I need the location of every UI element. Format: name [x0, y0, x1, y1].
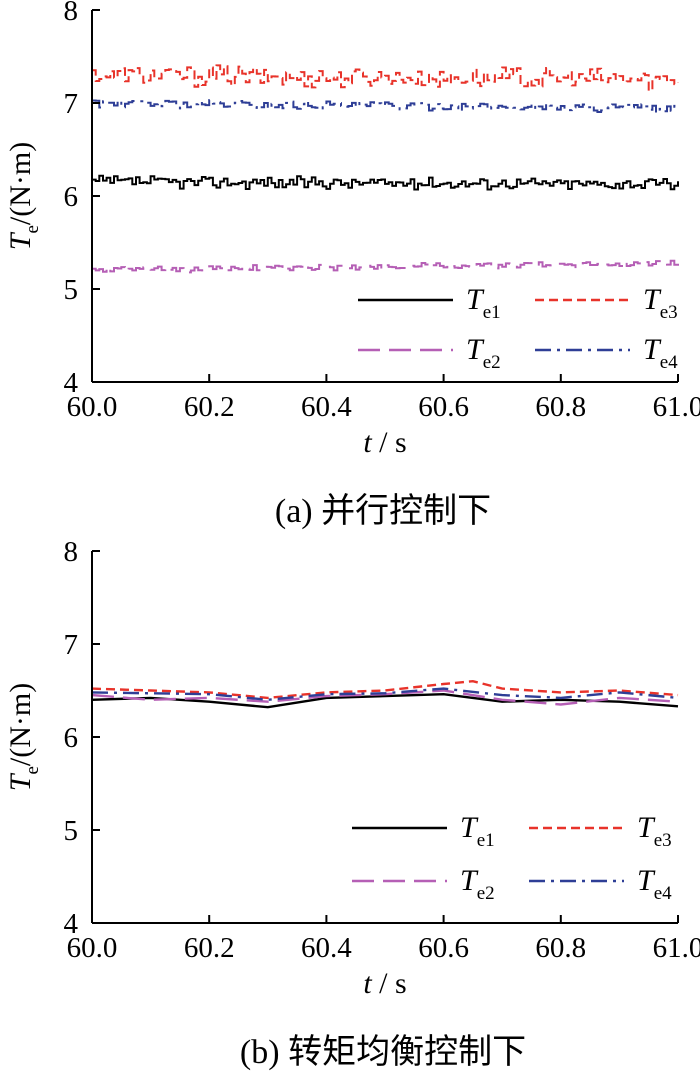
- y-tick-label: 8: [64, 536, 79, 568]
- chart-panel-b: 4 5 6 7 8 60.0 60.2 60.4 60.6 60.8 61.0 t / s Te/(N·…: [4, 536, 700, 1071]
- x-axis-label: t / s: [363, 967, 406, 1000]
- legend-label: Te3: [637, 811, 672, 851]
- x-tick-label: 60.8: [535, 391, 586, 423]
- x-tick-label: 60.0: [67, 932, 118, 964]
- x-tick-label: 60.6: [418, 932, 469, 964]
- legend-label: Te1: [460, 811, 495, 851]
- y-tick-label: 4: [64, 367, 79, 399]
- y-axis-label: Te/(N·m): [4, 142, 43, 250]
- y-tick-label: 7: [64, 88, 79, 120]
- series-line-e4: [91, 687, 679, 702]
- legend-label: Te3: [643, 283, 678, 323]
- legend-item-e2: Te2: [352, 864, 495, 904]
- legend-item-e1: Te1: [352, 811, 495, 851]
- y-tick-label: 6: [64, 722, 79, 754]
- x-tick-label: 60.6: [418, 391, 469, 423]
- x-tick-label: 60.4: [301, 932, 352, 964]
- y-tick-label: 6: [64, 181, 79, 213]
- legend-label: Te2: [466, 333, 501, 373]
- legend-label: Te4: [643, 333, 678, 373]
- legend-item-e3: Te3: [529, 811, 672, 851]
- legend-item-e3: Te3: [535, 283, 678, 323]
- legend-item-e4: Te4: [529, 864, 672, 904]
- legend-label: Te2: [460, 864, 495, 904]
- x-tick-label: 60.2: [184, 932, 235, 964]
- x-tick-label: 60.0: [67, 391, 118, 423]
- chart-panel-a: 4 5 6 7 8 60.0 60.2 60.4 60.6 60.8 61.0 t / s Te/(N·…: [4, 0, 700, 530]
- series-line-e3: [91, 679, 679, 700]
- legend-item-e1: Te1: [358, 283, 501, 323]
- series-line-e2: [92, 259, 679, 274]
- panel-caption: (a) 并行控制下: [275, 492, 491, 530]
- legend-label: Te4: [637, 864, 672, 904]
- x-tick-label: 60.2: [184, 391, 235, 423]
- x-tick-label: 60.8: [535, 932, 586, 964]
- series-line-e3: [92, 64, 679, 92]
- y-tick-label: 4: [64, 908, 79, 940]
- series-line-e1: [92, 174, 679, 191]
- legend-label: Te1: [466, 283, 501, 323]
- y-tick-label: 5: [64, 815, 79, 847]
- legend-item-e4: Te4: [535, 333, 678, 373]
- y-tick-label: 5: [64, 274, 79, 306]
- x-axis-label: t / s: [363, 426, 406, 459]
- series-line-e4: [92, 99, 679, 114]
- series-line-e1: [91, 692, 679, 709]
- panel-caption: (b) 转矩均衡控制下: [240, 1033, 526, 1071]
- x-tick-label: 61.0: [653, 932, 700, 964]
- y-tick-label: 7: [64, 629, 79, 661]
- y-tick-label: 8: [64, 0, 79, 27]
- y-axis-label: Te/(N·m): [4, 683, 43, 791]
- legend-item-e2: Te2: [358, 333, 501, 373]
- x-tick-label: 60.4: [301, 391, 352, 423]
- x-tick-label: 61.0: [653, 391, 700, 423]
